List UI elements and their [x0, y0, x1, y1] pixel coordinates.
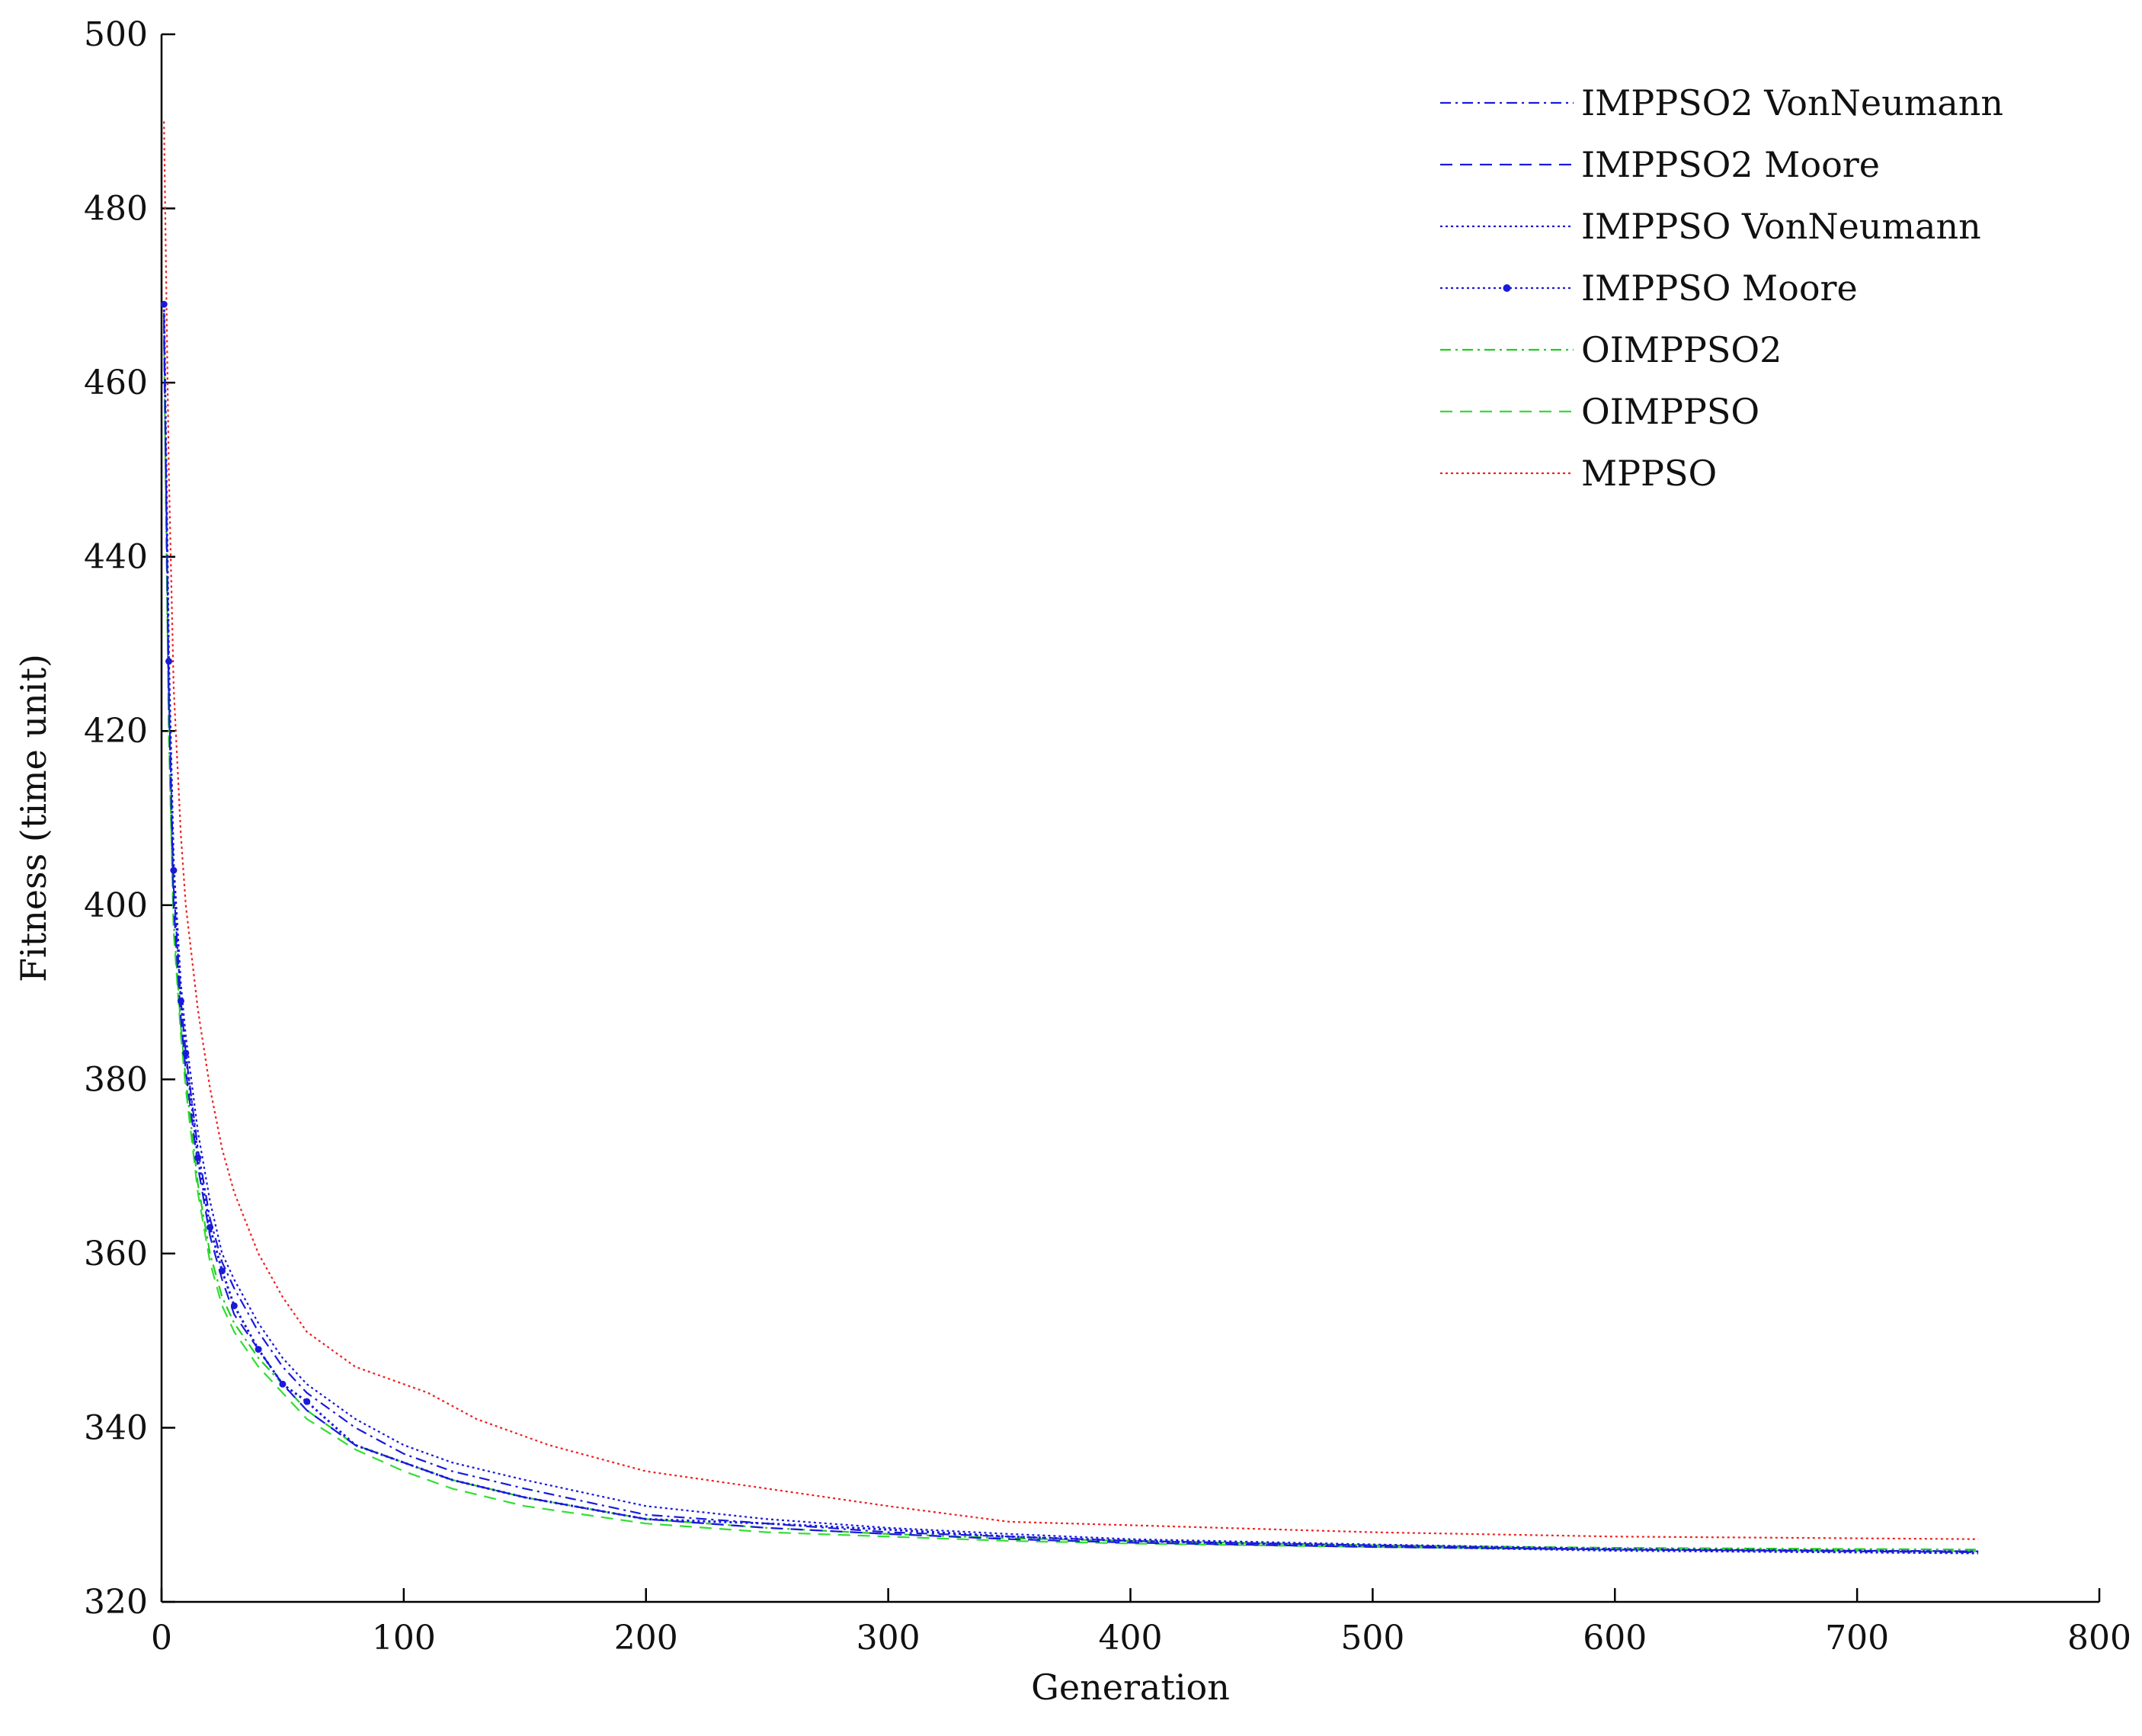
legend-label: IMPPSO2 Moore	[1581, 144, 1880, 185]
y-tick-label: 460	[84, 364, 148, 402]
y-tick-label: 320	[84, 1583, 148, 1622]
x-tick-label: 700	[1825, 1619, 1889, 1658]
axes: 0 100 200 300 400 500 600 700 800 320 340 360 380 400…	[84, 15, 2131, 1658]
x-tick-label: 300	[856, 1619, 921, 1658]
x-tick-label: 100	[372, 1619, 436, 1658]
legend-label: IMPPSO Moore	[1581, 267, 1858, 309]
legend-item: OIMPPSO2	[1440, 329, 1782, 370]
series-marker	[303, 1398, 311, 1405]
series-line	[163, 338, 1979, 1552]
series-oimppso	[163, 338, 1979, 1552]
legend-label: IMPPSO VonNeumann	[1581, 206, 1981, 247]
legend-label: OIMPPSO	[1581, 391, 1759, 432]
y-tick-label: 360	[84, 1235, 148, 1273]
series-line	[163, 121, 1979, 1540]
series-oimppso2	[163, 338, 1979, 1551]
y-axis-title: Fitness (time unit)	[13, 654, 54, 982]
legend-item: MPPSO	[1440, 453, 1717, 494]
series-mppso	[163, 121, 1979, 1540]
x-tick-label: 400	[1099, 1619, 1163, 1658]
plot-area	[160, 121, 1979, 1555]
x-tick-label: 0	[151, 1619, 172, 1658]
series-imppso2-vonneumann	[163, 312, 1979, 1552]
legend-item: IMPPSO2 Moore	[1440, 144, 1880, 185]
x-tick-label: 600	[1583, 1619, 1647, 1658]
y-tick-label: 420	[84, 712, 148, 751]
y-tick-label: 400	[84, 886, 148, 925]
legend-marker	[1503, 284, 1511, 292]
legend-item: IMPPSO Moore	[1440, 267, 1858, 309]
series-line	[163, 312, 1979, 1552]
series-marker	[160, 300, 168, 308]
legend-item: IMPPSO2 VonNeumann	[1440, 82, 2003, 123]
x-tick-label: 200	[614, 1619, 678, 1658]
series-line	[163, 322, 1979, 1553]
x-tick-label: 800	[2067, 1619, 2131, 1658]
legend-label: IMPPSO2 VonNeumann	[1581, 82, 2003, 123]
y-tick-label: 480	[84, 190, 148, 229]
legend-label: MPPSO	[1581, 453, 1717, 494]
series-imppso2-moore	[163, 322, 1979, 1553]
y-tick-label: 500	[84, 15, 148, 54]
legend-item: IMPPSO VonNeumann	[1440, 206, 1981, 247]
series-line	[163, 338, 1979, 1551]
legend-item: OIMPPSO	[1440, 391, 1759, 432]
y-tick-label: 380	[84, 1060, 148, 1099]
y-tick-label: 440	[84, 538, 148, 577]
x-axis-title: Generation	[1031, 1667, 1230, 1708]
legend: IMPPSO2 VonNeumann IMPPSO2 Moore IMPPSO Vo…	[1440, 82, 2003, 494]
y-tick-label: 340	[84, 1408, 148, 1447]
x-tick-label: 500	[1340, 1619, 1404, 1658]
legend-label: OIMPPSO2	[1581, 329, 1782, 370]
